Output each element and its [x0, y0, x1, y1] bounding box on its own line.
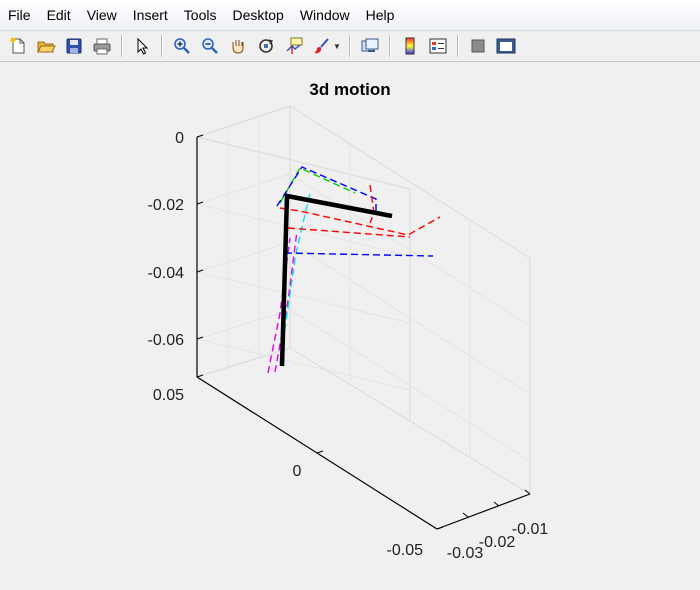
- menu-bar: File Edit View Insert Tools Desktop Wind…: [0, 0, 700, 30]
- axis-pane-edge: [196, 105, 291, 138]
- print-icon[interactable]: [91, 35, 113, 57]
- brush-icon[interactable]: [311, 35, 333, 57]
- menu-window[interactable]: Window: [299, 7, 350, 23]
- toolbar-separator: [388, 35, 391, 57]
- y-axis-line: [436, 493, 531, 530]
- y-tick-label: -0.02: [479, 534, 516, 551]
- motion-trace-line: [274, 230, 298, 373]
- menu-desktop[interactable]: Desktop: [232, 7, 284, 23]
- axis-pane-edge: [196, 136, 411, 190]
- toolbar-separator: [161, 35, 163, 57]
- grid-line: [289, 173, 531, 327]
- y-tick-label: -0.01: [512, 521, 549, 538]
- x-tick-mark: [436, 526, 444, 530]
- open-folder-icon[interactable]: [35, 35, 57, 57]
- menu-edit[interactable]: Edit: [46, 7, 71, 23]
- rotate-3d-icon[interactable]: [255, 35, 277, 57]
- axis-pane-edge: [196, 347, 291, 378]
- pointer-icon[interactable]: [131, 35, 153, 57]
- z-tick-mark: [196, 269, 204, 273]
- brush-dropdown-arrow[interactable]: ▼: [333, 41, 341, 51]
- plot-canvas[interactable]: 0-0.02-0.04-0.060.050-0.05 -0.03-0.02-0.0…: [0, 63, 700, 590]
- y-tick-label: -0.03: [447, 545, 484, 562]
- hide-plot-tools-icon[interactable]: [467, 35, 489, 57]
- link-plot-icon[interactable]: [359, 35, 381, 57]
- new-file-icon[interactable]: [7, 35, 29, 57]
- menu-insert[interactable]: Insert: [132, 7, 168, 23]
- y-tick-mark: [524, 489, 531, 495]
- toolbar-separator: [121, 35, 123, 57]
- main-motion-line: [279, 193, 393, 367]
- z-tick-mark: [196, 336, 204, 340]
- grid-line: [196, 271, 411, 324]
- motion-trace-line: [276, 166, 377, 211]
- z-tick-label: -0.04: [148, 265, 185, 282]
- data-cursor-icon[interactable]: [283, 35, 305, 57]
- grid-line: [196, 309, 291, 340]
- z-tick-label: -0.06: [148, 332, 185, 349]
- x-tick-mark: [196, 374, 204, 378]
- grid-line: [196, 338, 411, 391]
- figure-toolbar: ▼: [0, 30, 700, 62]
- motion-trace-line: [279, 207, 441, 236]
- axis-pane-edge: [289, 347, 531, 495]
- figure-area: 0 -0.02 -0.04 -0.06 0.05 0 -0.05 -0.03 -0.02 -0.0…: [0, 63, 700, 590]
- motion-trace-line: [284, 252, 434, 257]
- motion-trace-line: [287, 227, 411, 238]
- x-tick-label: 0: [293, 463, 302, 480]
- y-tick-mark: [462, 512, 469, 518]
- x-tick-label: -0.05: [387, 542, 424, 559]
- y-tick-mark: [493, 501, 500, 507]
- toolbar-separator: [348, 35, 351, 57]
- show-plot-tools-icon[interactable]: [495, 35, 517, 57]
- zoom-in-icon[interactable]: [171, 35, 193, 57]
- z-tick-mark: [196, 134, 204, 138]
- grid-line: [289, 309, 531, 462]
- x-tick-label: 0.05: [153, 387, 184, 404]
- grid-line: [289, 241, 531, 395]
- toolbar-separator: [456, 35, 459, 57]
- grid-line: [196, 241, 291, 273]
- x-tick-mark: [316, 450, 324, 454]
- pan-hand-icon[interactable]: [227, 35, 249, 57]
- menu-tools[interactable]: Tools: [183, 7, 217, 23]
- z-tick-label: -0.02: [148, 197, 185, 214]
- z-tick-mark: [196, 201, 204, 205]
- colorbar-icon[interactable]: [399, 35, 421, 57]
- grid-line: [196, 203, 411, 257]
- zoom-out-icon[interactable]: [199, 35, 221, 57]
- save-icon[interactable]: [63, 35, 85, 57]
- legend-icon[interactable]: [427, 35, 449, 57]
- menu-help[interactable]: Help: [365, 7, 395, 23]
- chart-title: 3d motion: [309, 80, 391, 99]
- axis-pane-edge: [289, 105, 531, 259]
- motion-trace-line: [369, 184, 375, 224]
- z-tick-label: 0: [175, 130, 184, 147]
- menu-view[interactable]: View: [86, 7, 117, 23]
- menu-file[interactable]: File: [8, 7, 31, 23]
- grid-line: [196, 173, 291, 205]
